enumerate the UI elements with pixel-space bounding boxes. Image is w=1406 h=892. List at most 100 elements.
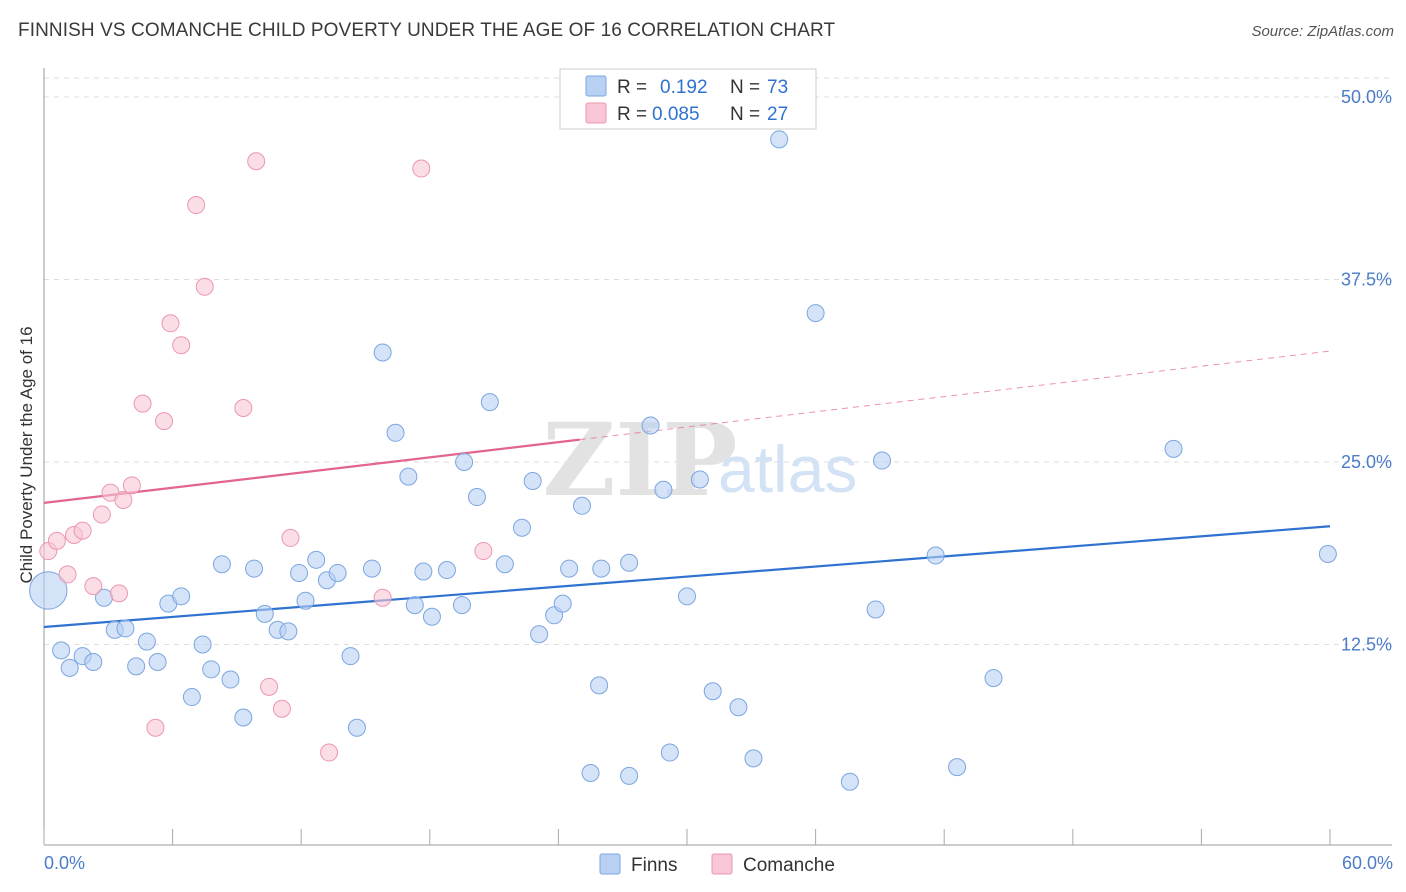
point-finns [341, 647, 360, 666]
point-finns [212, 555, 231, 574]
point-finns [654, 480, 673, 499]
point-finns [590, 676, 609, 695]
point-comanche [110, 584, 129, 603]
point-finns [234, 708, 253, 727]
legend-swatch-comanche [585, 102, 607, 124]
point-finns [279, 622, 298, 641]
point-finns [840, 772, 859, 791]
point-finns [172, 587, 191, 606]
x-tick-label: 0.0% [44, 853, 85, 873]
bottom-legend-finns: Finns [631, 855, 677, 876]
point-comanche [47, 531, 66, 550]
point-finns [296, 591, 315, 610]
point-finns [678, 587, 696, 606]
point-finns [581, 763, 600, 782]
point-comanche [73, 521, 92, 540]
point-comanche [281, 528, 300, 547]
x-tick-label: 60.0% [1342, 853, 1393, 873]
point-comanche [84, 577, 103, 596]
point-finns [572, 496, 591, 515]
point-finns [84, 653, 103, 672]
point-comanche [92, 505, 111, 524]
point-finns [414, 562, 433, 581]
legend-n-value-finns: 73 [767, 77, 788, 98]
point-finns [373, 343, 392, 362]
tick-labels: 12.5% 25.0% 37.5% 50.0% 0.0% 60.0% [44, 87, 1393, 873]
legend-swatch-finns [585, 75, 607, 97]
point-finns [127, 657, 146, 676]
point-finns [729, 698, 748, 717]
point-finns [116, 619, 135, 638]
point-finns [641, 416, 660, 435]
point-finns [255, 604, 274, 623]
point-finns [399, 467, 418, 486]
point-finns [480, 393, 499, 412]
point-comanche [272, 699, 291, 718]
point-finns [221, 670, 240, 689]
point-comanche [474, 542, 493, 561]
point-comanche [155, 412, 174, 431]
point-finns [660, 743, 679, 762]
point-finns [770, 130, 789, 149]
watermark-zip: ZIP [543, 401, 738, 519]
legend-r-label-comanche: R = [617, 104, 647, 125]
point-comanche [114, 490, 133, 509]
y-tick-label: 12.5% [1341, 635, 1392, 655]
legend-r-label-finns: R = [617, 77, 647, 98]
point-finns [620, 553, 639, 572]
point-finns [202, 660, 221, 679]
point-finns [245, 559, 264, 578]
point-comanche [195, 277, 214, 296]
point-comanche [161, 314, 180, 333]
point-finns [690, 470, 709, 489]
point-finns [553, 594, 572, 613]
y-tick-label: 25.0% [1341, 452, 1392, 472]
point-finns [60, 658, 79, 677]
point-finns [1318, 544, 1337, 563]
point-finns [512, 518, 531, 537]
point-finns [744, 749, 763, 768]
point-finns [560, 559, 579, 578]
point-finns [620, 766, 639, 785]
gridlines [44, 77, 1392, 645]
point-finns [984, 669, 1003, 688]
point-finns [148, 653, 167, 672]
y-tick-label: 50.0% [1341, 87, 1392, 107]
point-finns [1164, 439, 1183, 458]
point-comanche [234, 398, 253, 417]
point-finns [52, 641, 71, 660]
axes [43, 68, 1392, 846]
point-finns [592, 559, 611, 578]
point-finns [29, 571, 68, 610]
bottom-legend-comanche: Comanche [743, 855, 835, 876]
y-tick-label: 37.5% [1341, 270, 1392, 290]
point-finns [455, 453, 474, 471]
point-comanche [146, 718, 165, 737]
point-finns [422, 607, 441, 626]
legend: R = 0.192 N = 73 R = 0.085 N = 27 [559, 68, 817, 130]
point-comanche [247, 152, 266, 171]
point-comanche [412, 159, 431, 178]
point-comanche [58, 565, 77, 584]
bottom-legend-swatch-finns [599, 853, 621, 875]
point-finns [452, 596, 471, 615]
point-finns [347, 718, 366, 737]
watermark: ZIP atlas [543, 401, 858, 519]
chart-title: FINNISH VS COMANCHE CHILD POVERTY UNDER … [18, 20, 836, 41]
point-comanche [320, 743, 339, 762]
point-finns [948, 758, 967, 777]
point-finns [193, 635, 212, 654]
point-comanche [260, 677, 279, 696]
legend-n-label-finns: N = [730, 77, 760, 98]
data-points [29, 130, 1337, 791]
point-finns [386, 423, 405, 442]
point-finns [703, 682, 722, 701]
point-comanche [187, 196, 206, 215]
point-finns [405, 596, 424, 615]
legend-r-value-comanche: 0.085 [652, 104, 700, 125]
point-finns [866, 600, 885, 619]
point-finns [362, 559, 381, 578]
point-finns [437, 561, 456, 580]
point-comanche [172, 336, 191, 355]
